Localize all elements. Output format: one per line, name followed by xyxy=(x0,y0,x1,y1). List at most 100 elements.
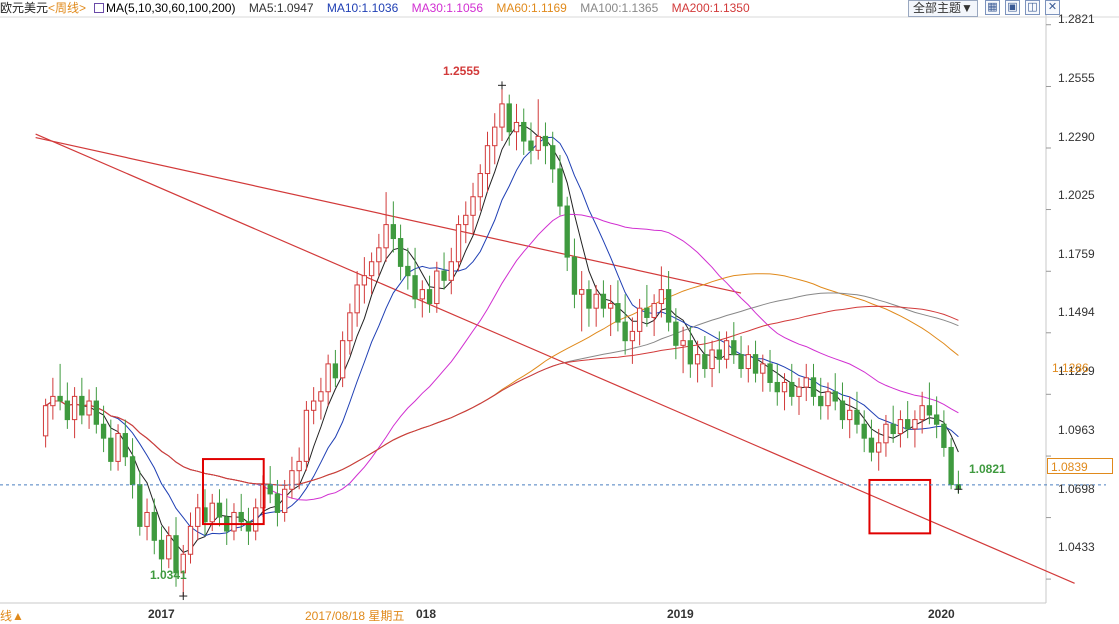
candle-body xyxy=(347,312,353,342)
bottom-left-tag[interactable]: 线▲ xyxy=(0,609,24,623)
candle-body xyxy=(361,275,368,286)
candle-body xyxy=(521,121,527,142)
candle-body xyxy=(318,391,324,402)
candle-body xyxy=(274,493,281,513)
candle-body xyxy=(376,247,382,263)
y-tick-label: 1.1229 xyxy=(1058,364,1095,378)
candle-body xyxy=(687,340,694,365)
y-tick-label: 1.2555 xyxy=(1058,71,1095,85)
candle-body xyxy=(904,419,911,430)
candle-body xyxy=(933,414,940,425)
candle-body xyxy=(557,168,563,207)
candle-body xyxy=(702,354,708,370)
window-icon[interactable]: ▣ xyxy=(1005,0,1020,15)
ma60-value: MA60:1.1169 xyxy=(496,1,567,15)
candle-body xyxy=(825,391,831,407)
grid-icon[interactable]: ▦ xyxy=(985,0,1000,15)
maximize-icon[interactable]: ◫ xyxy=(1025,0,1040,15)
x-label-2020: 2020 xyxy=(928,607,955,621)
candle-body xyxy=(137,484,143,527)
candle-body xyxy=(861,423,867,439)
y-tick-label: 1.0698 xyxy=(1058,482,1095,496)
highlight-box xyxy=(201,458,265,526)
candle-body xyxy=(499,103,505,128)
candle-body xyxy=(484,145,491,175)
y-tick-label: 1.2290 xyxy=(1058,130,1095,144)
candle-body xyxy=(42,405,49,437)
highlight-box xyxy=(868,478,932,535)
candle-body xyxy=(122,433,128,458)
candle-body xyxy=(115,433,121,462)
candle-body xyxy=(868,437,875,453)
candle-body xyxy=(245,521,252,532)
legend-bar: 欧元美元<周线> MA(5,10,30,60,100,200) MA5:1.094… xyxy=(0,0,905,17)
candle-body xyxy=(506,103,512,133)
current-price-box: 1.0839 xyxy=(1047,458,1113,474)
y-tick-label: 1.1759 xyxy=(1058,247,1095,261)
candle-body xyxy=(839,400,846,421)
ma-line-ma200 xyxy=(45,305,959,486)
candle-body xyxy=(57,395,63,402)
candle-body xyxy=(731,340,737,356)
candle-body xyxy=(129,456,136,486)
candle-body xyxy=(64,400,71,421)
candle-body xyxy=(426,289,433,305)
candle-body xyxy=(151,511,157,541)
candle-body xyxy=(636,307,643,332)
candle-body xyxy=(267,484,273,495)
candle-body xyxy=(919,405,925,421)
ma-line-ma30 xyxy=(45,213,959,501)
candle-body xyxy=(368,261,375,277)
trendline xyxy=(35,136,742,294)
ma60-price-tag: 1.1286 xyxy=(1052,361,1089,375)
last-annotation: 1.0821 xyxy=(969,462,1006,476)
candle-body xyxy=(50,395,56,407)
candle-body xyxy=(296,460,302,472)
candle-body xyxy=(397,238,404,267)
candle-body xyxy=(492,126,498,147)
ma10-value: MA10:1.1036 xyxy=(326,1,399,15)
instrument-name: 欧元美元 xyxy=(0,1,49,15)
candle-body xyxy=(723,340,730,360)
candle-body xyxy=(767,363,773,383)
y-tick-label: 1.2025 xyxy=(1058,188,1095,202)
period-label[interactable]: <周线> xyxy=(48,1,87,15)
candle-body xyxy=(441,270,447,281)
candle-body xyxy=(847,409,853,421)
candle-body xyxy=(716,349,722,360)
y-tick-label: 1.2821 xyxy=(1058,12,1095,26)
candle-body xyxy=(187,525,194,555)
candle-body xyxy=(332,363,339,379)
candle-body xyxy=(289,470,295,490)
candle-body xyxy=(774,381,780,393)
candle-body xyxy=(71,395,78,421)
candle-body xyxy=(745,354,751,370)
theme-dropdown-button[interactable]: 全部主题▼ xyxy=(908,0,978,17)
candle-body xyxy=(173,535,179,574)
candle-body xyxy=(593,293,599,309)
candle-body xyxy=(781,381,788,393)
cursor-date: 2017/08/18 星期五 xyxy=(305,609,405,623)
candle-body xyxy=(709,349,715,370)
candle-body xyxy=(941,423,947,448)
candle-body xyxy=(209,502,215,523)
candle-body xyxy=(144,511,150,527)
ma-indicator-icon xyxy=(94,3,105,13)
candle-body xyxy=(912,419,918,430)
candle-body xyxy=(310,400,317,411)
candle-body xyxy=(434,270,440,305)
ma30-value: MA30:1.1056 xyxy=(411,1,483,15)
candle-body xyxy=(789,381,795,397)
close-icon[interactable]: ✕ xyxy=(1045,0,1060,15)
candle-body xyxy=(455,224,462,263)
candle-body xyxy=(470,196,476,216)
candle-body xyxy=(854,409,860,425)
candle-body xyxy=(158,539,165,560)
candle-body xyxy=(752,354,759,374)
x-label-2019: 2019 xyxy=(667,607,694,621)
candle-body xyxy=(600,293,607,309)
candle-body xyxy=(216,502,223,518)
candle-body xyxy=(339,340,346,379)
ma100-value: MA100:1.1365 xyxy=(580,1,659,15)
